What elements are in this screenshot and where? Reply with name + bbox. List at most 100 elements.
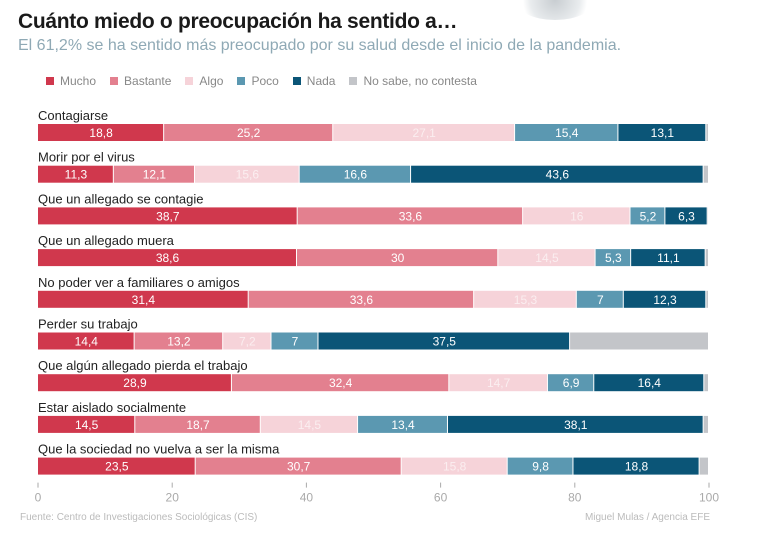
bar-segment bbox=[195, 165, 299, 183]
bar-segment bbox=[630, 207, 665, 225]
data-label: 6,3 bbox=[678, 209, 695, 223]
x-tick-label: 40 bbox=[300, 491, 314, 505]
category-label: Perder su trabajo bbox=[38, 317, 138, 332]
bar-segment bbox=[195, 457, 401, 475]
data-label: 14,5 bbox=[298, 418, 322, 432]
legend-swatch bbox=[292, 77, 301, 85]
bar-segment bbox=[631, 249, 705, 267]
data-label: 28,9 bbox=[123, 376, 147, 390]
bar-segment bbox=[38, 290, 248, 308]
data-label: 11,1 bbox=[657, 251, 680, 265]
data-label: 13,4 bbox=[391, 418, 415, 432]
data-label: 37,5 bbox=[433, 335, 457, 349]
bar-segment bbox=[38, 124, 164, 141]
category-label: No poder ver a familiares o amigos bbox=[38, 275, 240, 290]
category-label: Que un allegado muera bbox=[38, 233, 175, 248]
bar-segment bbox=[38, 207, 297, 225]
bar-segment bbox=[297, 207, 523, 225]
bar-segment bbox=[699, 457, 708, 475]
category-label: Contagiarse bbox=[38, 108, 108, 123]
bar-segment bbox=[706, 124, 708, 141]
data-label: 43,6 bbox=[546, 168, 570, 182]
data-label: 14,7 bbox=[487, 376, 511, 390]
category-label: Que un allegado se contagie bbox=[38, 191, 204, 206]
bar-segment bbox=[38, 249, 297, 267]
x-tick-label: 100 bbox=[699, 491, 719, 505]
bar-segment bbox=[705, 249, 708, 267]
bar-segment bbox=[447, 415, 703, 433]
virus-illustration bbox=[515, 0, 595, 20]
data-label: 5,2 bbox=[640, 209, 657, 223]
data-label: 13,2 bbox=[167, 335, 191, 349]
bar-segment bbox=[623, 290, 706, 308]
data-label: 14,4 bbox=[75, 335, 99, 349]
credit-note: Miguel Mulas / Agencia EFE bbox=[584, 512, 710, 523]
data-label: 7 bbox=[292, 335, 299, 349]
data-label: 38,6 bbox=[156, 251, 180, 265]
bar-segment bbox=[38, 165, 113, 183]
category-label: Estar aislado socialmente bbox=[38, 400, 186, 415]
bar-segment bbox=[706, 290, 708, 308]
bar-segment bbox=[134, 332, 223, 350]
legend-label: Algo bbox=[199, 74, 224, 88]
category-label: Que la sociedad no vuelva a ser la misma bbox=[38, 442, 280, 457]
bar-segment bbox=[297, 249, 498, 267]
data-label: 30 bbox=[391, 251, 405, 265]
data-label: 33,6 bbox=[350, 293, 374, 307]
data-label: 15,8 bbox=[443, 460, 467, 474]
data-label: 12,3 bbox=[653, 293, 677, 307]
data-label: 25,2 bbox=[237, 126, 261, 140]
bar-segment bbox=[248, 290, 474, 308]
bar-segment bbox=[703, 415, 708, 433]
legend-label: Mucho bbox=[60, 74, 97, 88]
data-label: 16,6 bbox=[344, 168, 368, 182]
legend-label: No sabe, no contesta bbox=[363, 74, 477, 88]
data-label: 13,1 bbox=[651, 126, 675, 140]
data-label: 7 bbox=[597, 293, 604, 307]
data-label: 15,3 bbox=[514, 293, 538, 307]
bar-segment bbox=[498, 249, 595, 267]
legend-item: Poco bbox=[237, 74, 279, 88]
data-label: 31,4 bbox=[132, 293, 156, 307]
data-label: 11,3 bbox=[65, 168, 88, 182]
data-label: 16,4 bbox=[638, 376, 662, 390]
data-label: 7,2 bbox=[239, 335, 256, 349]
legend-label: Poco bbox=[251, 74, 279, 88]
category-label: Morir por el virus bbox=[38, 150, 135, 165]
x-tick-label: 60 bbox=[434, 491, 448, 505]
data-label: 15,4 bbox=[555, 126, 579, 140]
bar-segment bbox=[595, 249, 631, 267]
bar-segment bbox=[515, 124, 618, 141]
bar-segment bbox=[358, 415, 447, 433]
legend-item: Mucho bbox=[46, 74, 96, 88]
legend-item: No sabe, no contesta bbox=[349, 74, 477, 88]
legend-item: Nada bbox=[292, 74, 335, 88]
bar-segment bbox=[411, 165, 703, 183]
x-tick-label: 20 bbox=[166, 491, 180, 505]
legend-item: Bastante bbox=[110, 74, 171, 88]
bar-segment bbox=[38, 332, 134, 350]
bar-segment bbox=[113, 165, 195, 183]
bar-segment bbox=[38, 415, 135, 433]
bar-segment bbox=[231, 374, 449, 392]
data-label: 9,8 bbox=[532, 460, 549, 474]
bar-segment bbox=[523, 207, 630, 225]
data-label: 33,6 bbox=[399, 209, 423, 223]
bar-segment bbox=[573, 457, 699, 475]
bar-segment bbox=[223, 332, 271, 350]
data-label: 14,5 bbox=[535, 251, 559, 265]
data-label: 18,7 bbox=[186, 418, 210, 432]
data-label: 16 bbox=[570, 209, 584, 223]
legend: Mucho Bastante Algo Poco Nada No sabe, no con… bbox=[46, 74, 477, 88]
data-label: 30,7 bbox=[287, 460, 311, 474]
data-label: 6,9 bbox=[563, 376, 580, 390]
bar-segment bbox=[401, 457, 507, 475]
legend-item: Algo bbox=[185, 74, 223, 88]
data-label: 14,5 bbox=[75, 418, 99, 432]
bar-segment bbox=[318, 332, 570, 350]
bar-segment bbox=[271, 332, 318, 350]
bar-segment bbox=[474, 290, 576, 308]
chart-subtitle: El 61,2% se ha sentido más preocupado po… bbox=[18, 37, 622, 54]
legend-swatch bbox=[110, 77, 119, 85]
